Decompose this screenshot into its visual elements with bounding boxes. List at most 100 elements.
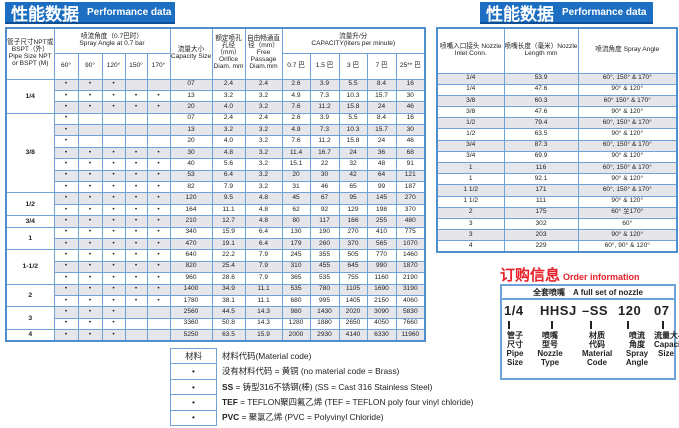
spray-angle-dot-cell: • <box>77 329 103 342</box>
value-cell: 25.4 <box>211 260 246 274</box>
value-cell: 15.1 <box>281 158 311 171</box>
spray-angle-dot-cell: • <box>53 272 79 285</box>
spray-angle-dot-cell: • <box>101 226 126 239</box>
order-head: 全套喷嘴 A full set of nozzle <box>502 286 674 300</box>
value-cell: 3.2 <box>244 124 283 137</box>
inlet-cell: 90° & 120° <box>577 229 678 242</box>
spray-angle-dot-cell: • <box>53 329 79 342</box>
value-cell: 310 <box>281 260 311 274</box>
value-cell: 960 <box>169 272 213 285</box>
value-cell: 34.9 <box>211 283 246 296</box>
pipe-size-header: 管子尺寸NPT或BSPT（外）Pipe Size NPT or BSPT (M) <box>5 27 55 80</box>
spray-angle-dot-cell: • <box>53 124 79 137</box>
value-cell: 07 <box>169 78 213 91</box>
capacity-size-header: 流量大小 Capacity Size <box>169 27 213 80</box>
inlet-cell: 60°, 90° & 120° <box>577 240 678 253</box>
value-cell: 4.8 <box>211 146 246 160</box>
value-cell: 80 <box>281 215 311 228</box>
spray-angle-dot-cell: • <box>124 158 148 171</box>
order-part-label: 管子 尺寸 Pipe Size <box>506 331 524 367</box>
value-cell: 3.2 <box>244 169 283 183</box>
spray-angle-dot-cell: • <box>53 203 79 217</box>
inlet-cell: 302 <box>503 217 579 231</box>
value-cell: 270 <box>395 192 426 205</box>
value-cell: 3.9 <box>309 112 340 126</box>
spray-angle-dot-cell: • <box>77 249 103 262</box>
spray-angle-dot-cell: • <box>146 203 171 217</box>
spray-angle-dot-cell: • <box>146 226 171 239</box>
spray-angle-dot-cell: • <box>146 169 171 183</box>
table-row: • • • • • 164 11.1 4.8 62 92 129 198 370 <box>6 203 426 217</box>
value-cell: 755 <box>338 272 368 285</box>
value-cell: 130 <box>281 226 311 239</box>
inlet-cell: 3 <box>436 217 505 231</box>
value-cell: 22 <box>309 158 340 171</box>
value-cell: 640 <box>169 249 213 262</box>
inlet-cell: 116 <box>503 161 579 175</box>
spray-angle-dot-cell: • <box>53 89 79 103</box>
table-row: 1 116 60°, 150° & 170° <box>436 161 678 175</box>
value-cell: 13 <box>169 124 213 137</box>
value-cell: 260 <box>309 237 340 251</box>
table-row: • 13 3.2 3.2 4.9 7.3 10.3 15.7 30 <box>6 124 426 137</box>
inlet-cell: 3/8 <box>436 106 505 119</box>
flow-header: 流量升/分 CAPACITY(liters per minute) <box>281 27 426 54</box>
table-row: • • • • • 53 6.4 3.2 20 30 42 64 121 <box>6 169 426 183</box>
value-cell: 13 <box>169 89 213 103</box>
value-cell: 3.2 <box>244 101 283 114</box>
value-cell: 24 <box>366 135 397 148</box>
spray-angle-dot-cell: • <box>53 158 79 171</box>
order-tick <box>627 321 629 329</box>
pressure-header: 3 巴 <box>338 52 368 80</box>
material-desc: TEF = TEFLON聚四氟乙烯 (TEF = TEFLON poly fou… <box>217 395 490 410</box>
table-row: 3/8 • 07 2.4 2.4 2.6 3.9 5.5 8.4 16 <box>5 112 426 194</box>
spray-angle-dot-cell: • <box>53 249 79 262</box>
spray-angle-dot-cell: • <box>53 146 79 160</box>
table-row: 1 92.1 90° & 120° <box>436 173 678 186</box>
spray-angle-dot-cell <box>146 124 171 137</box>
value-cell: 5830 <box>395 306 426 319</box>
inlet-cell: 1/4 <box>436 72 505 85</box>
table-row: 3 • • • 2560 44.5 14.3 980 1430 2020 3090 5830 <box>5 306 426 331</box>
value-cell: 3.2 <box>211 89 246 103</box>
spray-angle-dot-cell: • <box>101 169 126 183</box>
spray-angle-dot-cell: • <box>77 260 103 274</box>
value-cell: 187 <box>395 180 426 194</box>
value-cell: 1690 <box>366 283 397 296</box>
table-row: 1 1/2 171 60°, 150° & 170° <box>436 184 678 197</box>
table-row: 2 • • • • • 1400 34.9 11.1 535 780 1105 1690 3190 <box>5 283 426 308</box>
orifice-header: 额定喷孔孔径（mm）Orifice Diam. mm <box>211 27 246 80</box>
value-cell: 46 <box>395 135 426 148</box>
value-cell: 4.0 <box>211 101 246 114</box>
spray-angle-dot-cell <box>146 306 171 319</box>
spray-angle-dot-cell: • <box>77 226 103 239</box>
value-cell: 3.2 <box>244 180 283 194</box>
value-cell: 121 <box>395 169 426 183</box>
spray-angle-dot-cell: • <box>53 215 79 228</box>
inlet-cell: 60°, 150° & 170° <box>577 139 678 152</box>
material-text: 没有材料代码 = 黄铜 (no material code = Brass) <box>222 366 400 377</box>
value-cell: 15.7 <box>366 124 397 137</box>
angle-header: 170° <box>146 52 171 80</box>
spray-angle-dot-cell: • <box>124 203 148 217</box>
value-cell: 255 <box>366 215 397 228</box>
value-cell: 11.1 <box>244 294 283 308</box>
value-cell: 82 <box>169 180 213 194</box>
value-cell: 1880 <box>309 317 340 331</box>
value-cell: 5.6 <box>211 158 246 171</box>
spray-angle-dot-cell <box>101 112 126 126</box>
spray-angle-en: Spray Angle at 0.7 bar <box>79 39 145 47</box>
value-cell: 1105 <box>338 283 368 296</box>
material-row: • PVC = 聚氯乙烯 (PVC = Polyvinyl Chloride) <box>170 409 490 426</box>
spray-angle-dot-cell: • <box>146 272 171 285</box>
inlet-cell: 79.4 <box>503 117 579 130</box>
value-cell: 2190 <box>395 272 426 285</box>
material-text: = TEFLON聚四氟乙烯 (TEF = TEFLON poly four vi… <box>237 396 474 407</box>
value-cell: 31 <box>281 180 311 194</box>
inlet-cell: 90° & 120° <box>577 173 678 186</box>
value-cell: 2020 <box>338 306 368 319</box>
table-row: 3/4 87.3 60°, 150° & 170° <box>436 139 678 152</box>
banner-zh: 性能数据 <box>11 4 79 24</box>
value-cell: 7.9 <box>244 272 283 285</box>
spray-angle-dot-cell: • <box>101 158 126 171</box>
